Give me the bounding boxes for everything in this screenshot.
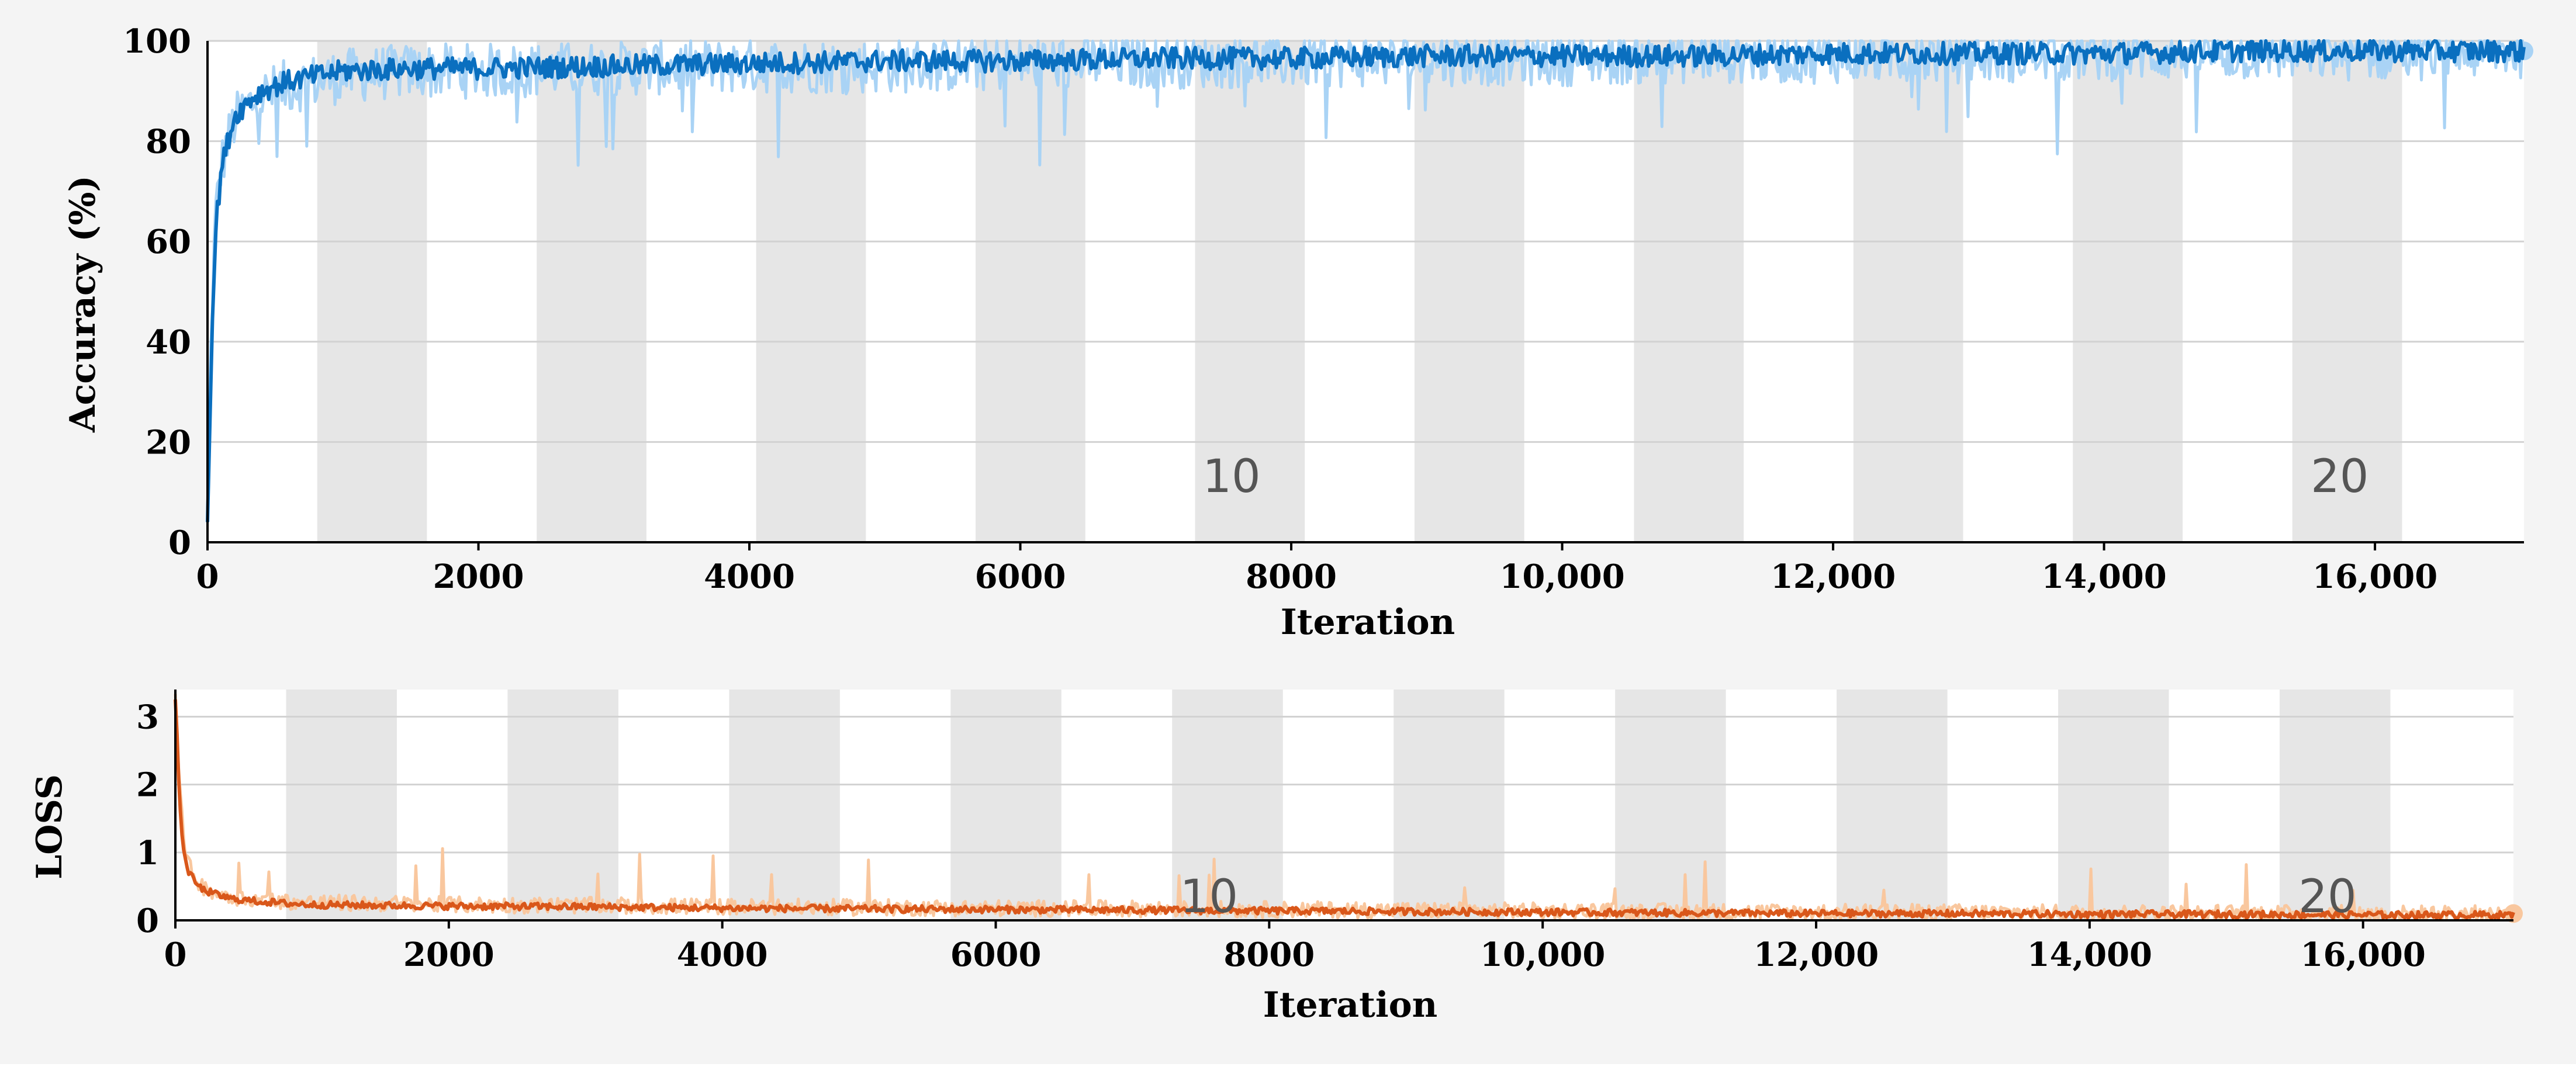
accuracy-x-ticks: 0 2000 4000 6000 8000 10,000 12,000 14,000 16,00… (196, 542, 2437, 596)
accuracy-epoch-band (2073, 41, 2183, 542)
accuracy-epoch-band (1414, 41, 1524, 542)
loss-epoch-band (2280, 690, 2391, 920)
accuracy-y-tick-label: 40 (146, 323, 191, 362)
loss-epoch-band (729, 690, 840, 920)
loss-y-axis-title: LOSS (29, 774, 70, 879)
loss-epoch-band (1172, 690, 1283, 920)
accuracy-y-tick-label: 80 (146, 123, 191, 161)
accuracy-x-axis-title: Iteration (1281, 602, 1455, 643)
accuracy-x-tick-label: 6000 (975, 557, 1066, 596)
accuracy-series (206, 39, 2533, 522)
loss-gridlines (175, 715, 2513, 854)
loss-x-tick-label: 16,000 (2301, 936, 2426, 974)
loss-series (174, 694, 2523, 923)
accuracy-epoch-band (317, 41, 427, 542)
loss-epoch-band (950, 690, 1061, 920)
accuracy-epoch-band (1195, 41, 1305, 542)
loss-epoch-annotation: 10 (1180, 871, 1238, 923)
accuracy-x-tick-label: 4000 (704, 557, 795, 596)
loss-smoothed-line (174, 699, 2515, 920)
accuracy-epoch-annotations: 10 20 (1202, 451, 2368, 503)
loss-y-tick-label: 1 (136, 834, 159, 872)
accuracy-epoch-bands (317, 41, 2402, 542)
accuracy-epoch-band (1634, 41, 1744, 542)
loss-epoch-band (507, 690, 618, 920)
accuracy-epoch-band (976, 41, 1085, 542)
loss-epoch-bands (286, 690, 2391, 920)
accuracy-x-tick-label: 16,000 (2312, 557, 2437, 596)
loss-epoch-annotations: 10 20 (1180, 871, 2357, 923)
accuracy-y-tick-label: 20 (146, 423, 191, 462)
loss-x-tick-label: 12,000 (1754, 936, 1879, 974)
accuracy-smoothed-line (206, 39, 2526, 522)
accuracy-y-tick-label: 0 (168, 524, 191, 562)
loss-x-axis-title: Iteration (1263, 985, 1438, 1026)
accuracy-x-tick-label: 12,000 (1771, 557, 1896, 596)
accuracy-epoch-band (1853, 41, 1963, 542)
accuracy-axes (206, 41, 2524, 543)
accuracy-y-tick-label: 60 (146, 223, 191, 261)
loss-x-ticks: 0 2000 4000 6000 8000 10,000 12,000 14,000 16,00… (164, 920, 2426, 974)
loss-y-ticks: 0 1 2 3 (136, 698, 159, 940)
accuracy-epoch-band (2292, 41, 2402, 542)
accuracy-epoch-band (756, 41, 866, 542)
accuracy-y-tick-label: 100 (123, 22, 191, 61)
loss-y-tick-label: 2 (136, 766, 159, 805)
loss-epoch-annotation: 20 (2298, 871, 2356, 923)
accuracy-x-tick-label: 14,000 (2041, 557, 2166, 596)
loss-x-tick-label: 2000 (403, 936, 495, 974)
accuracy-epoch-band (537, 41, 646, 542)
accuracy-x-tick-label: 10,000 (1499, 557, 1624, 596)
loss-epoch-band (286, 690, 397, 920)
accuracy-x-tick-label: 8000 (1246, 557, 1337, 596)
accuracy-chart: 10 20 0 2000 4000 6000 8000 10,000 12,000 14,000… (63, 22, 2533, 643)
loss-raw-line (174, 694, 2515, 922)
accuracy-epoch-annotation: 10 (1202, 451, 1260, 503)
accuracy-x-tick-label: 0 (196, 557, 219, 596)
loss-x-tick-label: 4000 (677, 936, 768, 974)
accuracy-y-ticks: 0 20 40 60 80 100 (123, 22, 191, 562)
loss-epoch-band (1837, 690, 1948, 920)
loss-x-tick-label: 10,000 (1480, 936, 1605, 974)
accuracy-epoch-annotation: 20 (2311, 451, 2368, 503)
loss-x-tick-label: 0 (164, 936, 187, 974)
loss-x-tick-label: 14,000 (2027, 936, 2152, 974)
loss-epoch-band (1394, 690, 1505, 920)
loss-y-tick-label: 3 (136, 698, 159, 736)
accuracy-x-tick-label: 2000 (433, 557, 524, 596)
loss-x-tick-label: 8000 (1223, 936, 1315, 974)
loss-epoch-band (2058, 690, 2169, 920)
loss-chart: 10 20 0 2000 4000 6000 8000 10,000 12,000 14,000… (29, 690, 2523, 1026)
loss-y-tick-label: 0 (136, 902, 159, 940)
loss-axes (174, 690, 2513, 922)
loss-x-tick-label: 6000 (950, 936, 1042, 974)
accuracy-y-axis-title: Accuracy (%) (63, 175, 103, 433)
loss-epoch-band (1615, 690, 1726, 920)
